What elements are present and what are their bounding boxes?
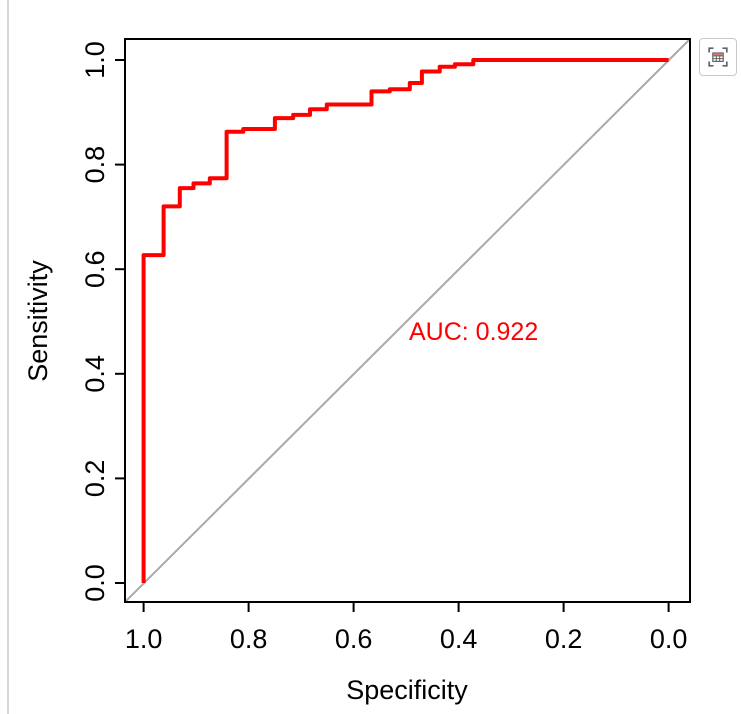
auc-annotation: AUC: 0.922: [409, 318, 538, 346]
y-axis-title: Sensitivity: [23, 260, 53, 382]
y-tick-label: 0.6: [80, 250, 110, 288]
x-tick-label: 0.2: [545, 624, 583, 654]
y-axis-ticks: 0.0 0.2 0.4 0.6 0.8 1.0: [80, 41, 124, 602]
y-tick-label: 0.8: [80, 146, 110, 184]
y-tick-label: 0.0: [80, 564, 110, 602]
x-axis-ticks: 1.0 0.8 0.6 0.4 0.2 0.0: [125, 603, 688, 654]
x-tick-label: 0.0: [650, 624, 688, 654]
capture-table-button[interactable]: [699, 38, 737, 76]
y-tick-label: 1.0: [80, 41, 110, 79]
table-capture-icon: [708, 47, 728, 67]
x-axis-title: Specificity: [346, 675, 468, 705]
y-tick-label: 0.2: [80, 460, 110, 498]
x-tick-label: 0.8: [230, 624, 268, 654]
y-tick-label: 0.4: [80, 355, 110, 393]
reference-diagonal-line: [125, 39, 690, 602]
x-tick-label: 0.6: [335, 624, 373, 654]
x-tick-label: 0.4: [440, 624, 478, 654]
roc-curve: [141, 58, 669, 583]
panel-divider-line: [7, 0, 9, 714]
x-tick-label: 1.0: [125, 624, 163, 654]
plot-box: [124, 38, 691, 603]
